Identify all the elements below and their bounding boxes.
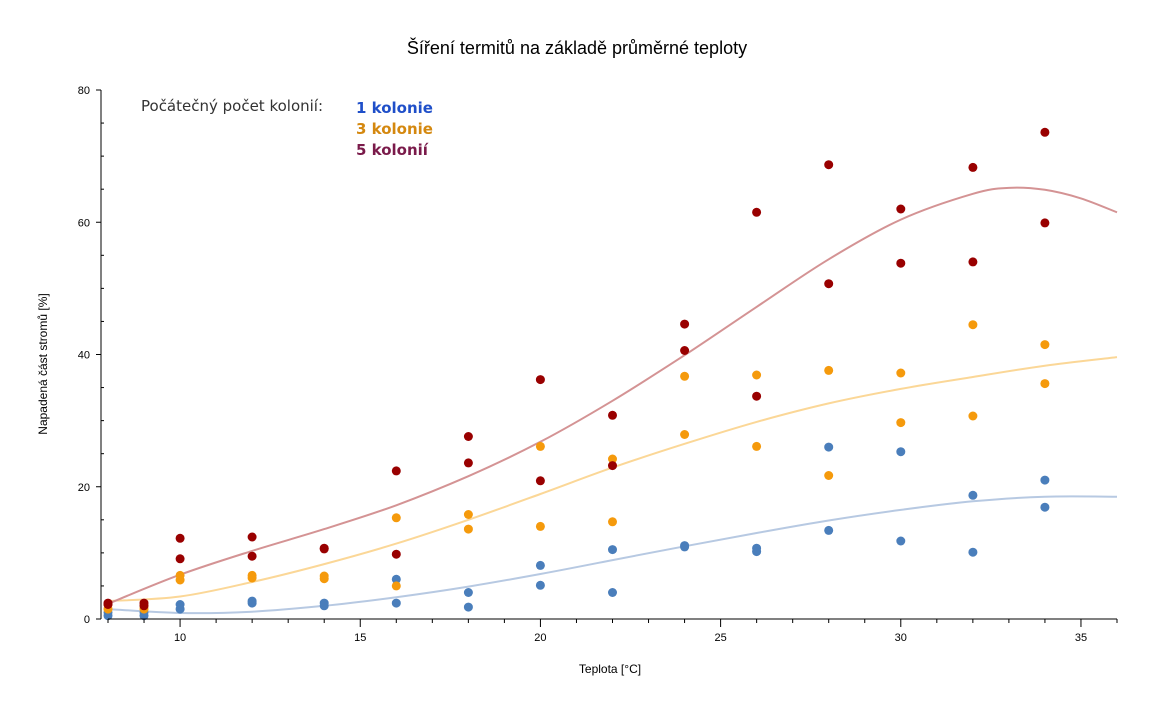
data-point-series-1 bbox=[535, 560, 545, 570]
x-tick-label: 30 bbox=[895, 632, 907, 644]
data-point-series-3 bbox=[139, 598, 149, 608]
data-point-series-1 bbox=[175, 600, 185, 609]
data-point-series-1 bbox=[535, 580, 545, 590]
trend-line-3 bbox=[107, 186, 1118, 605]
data-point-series-2 bbox=[680, 371, 690, 381]
trend-line-2 bbox=[107, 356, 1118, 603]
data-point-series-1 bbox=[1040, 475, 1050, 485]
legend-entry: 5 kolonií bbox=[356, 141, 429, 159]
data-point-series-1 bbox=[463, 588, 473, 597]
data-point-series-2 bbox=[247, 570, 257, 580]
y-tick-label: 20 bbox=[78, 482, 90, 494]
data-point-series-3 bbox=[680, 319, 690, 329]
data-point-series-2 bbox=[968, 320, 978, 330]
data-point-series-1 bbox=[608, 545, 617, 555]
data-point-series-3 bbox=[968, 162, 978, 172]
data-point-series-1 bbox=[247, 596, 257, 606]
data-point-series-2 bbox=[391, 513, 401, 523]
legend-entry: 3 kolonie bbox=[356, 120, 433, 138]
data-point-series-3 bbox=[896, 204, 906, 214]
data-point-series-3 bbox=[896, 258, 906, 268]
data-point-series-1 bbox=[391, 574, 401, 584]
data-point-series-3 bbox=[103, 598, 113, 608]
x-tick-label: 25 bbox=[714, 632, 726, 644]
data-point-series-2 bbox=[391, 581, 401, 591]
data-point-series-3 bbox=[608, 410, 617, 420]
data-point-series-1 bbox=[824, 442, 834, 452]
trend-line-1 bbox=[107, 495, 1118, 615]
data-point-series-1 bbox=[896, 536, 906, 546]
data-point-series-3 bbox=[247, 551, 257, 561]
data-point-series-1 bbox=[608, 588, 617, 597]
chart-title: Šíření termitů na základě průměrné teplo… bbox=[407, 37, 747, 58]
data-point-series-2 bbox=[463, 524, 473, 534]
y-tick-label: 80 bbox=[78, 85, 90, 97]
legend-title: Počátečný počet kolonií: bbox=[141, 97, 323, 115]
data-point-series-3 bbox=[391, 549, 401, 559]
legend-entries: 1 kolonie 3 kolonie 5 kolonií bbox=[356, 99, 433, 159]
data-point-series-3 bbox=[463, 458, 473, 468]
legend: Počátečný počet kolonií: 1 kolonie 3 kolo… bbox=[141, 97, 433, 159]
data-point-series-1 bbox=[319, 598, 329, 608]
data-point-series-3 bbox=[319, 543, 329, 553]
y-tick-label: 60 bbox=[78, 217, 90, 229]
data-point-series-1 bbox=[968, 547, 978, 557]
legend-entry: 1 kolonie bbox=[356, 99, 433, 117]
y-tick-label: 0 bbox=[84, 614, 90, 626]
y-axis-label: Napadená část stromů [%] bbox=[36, 293, 50, 434]
data-point-series-2 bbox=[608, 517, 617, 527]
data-point-series-2 bbox=[535, 441, 545, 451]
data-point-series-2 bbox=[824, 471, 834, 480]
data-point-series-2 bbox=[463, 510, 473, 519]
data-point-series-2 bbox=[968, 411, 978, 421]
data-point-series-1 bbox=[752, 543, 762, 553]
data-point-series-3 bbox=[391, 466, 401, 476]
data-point-series-3 bbox=[608, 461, 617, 471]
data-point-series-3 bbox=[968, 257, 978, 267]
data-point-series-3 bbox=[175, 533, 185, 543]
data-point-series-3 bbox=[1040, 127, 1050, 137]
data-point-series-3 bbox=[535, 476, 545, 486]
x-axis-label: Teplota [°C] bbox=[579, 662, 641, 676]
data-point-series-3 bbox=[1040, 218, 1050, 228]
data-point-series-2 bbox=[535, 521, 545, 531]
data-point-series-3 bbox=[824, 160, 834, 170]
data-point-series-1 bbox=[1040, 502, 1050, 512]
data-point-series-3 bbox=[535, 375, 545, 385]
data-point-series-1 bbox=[968, 490, 978, 500]
data-point-series-2 bbox=[896, 418, 906, 428]
data-point-series-2 bbox=[608, 454, 617, 464]
x-tick-label: 20 bbox=[534, 632, 546, 644]
x-tick-label: 35 bbox=[1075, 632, 1087, 644]
x-tick-label: 10 bbox=[174, 632, 186, 644]
data-point-series-2 bbox=[896, 368, 906, 378]
x-tick-label: 15 bbox=[354, 632, 366, 644]
data-point-series-1 bbox=[463, 602, 473, 612]
data-point-series-2 bbox=[1040, 379, 1050, 389]
data-point-series-1 bbox=[680, 541, 690, 551]
data-point-series-3 bbox=[175, 554, 185, 564]
data-points bbox=[103, 127, 1050, 621]
data-point-series-3 bbox=[463, 432, 473, 441]
data-point-series-1 bbox=[824, 525, 834, 535]
data-point-series-3 bbox=[680, 346, 690, 355]
data-point-series-3 bbox=[247, 532, 257, 542]
data-point-series-1 bbox=[391, 598, 401, 608]
data-point-series-2 bbox=[175, 570, 185, 580]
data-point-series-3 bbox=[752, 391, 762, 401]
data-point-series-2 bbox=[824, 365, 834, 375]
data-point-series-2 bbox=[752, 370, 762, 380]
data-point-series-2 bbox=[752, 441, 762, 451]
data-point-series-3 bbox=[752, 207, 762, 217]
data-point-series-1 bbox=[896, 447, 906, 457]
axes: 10 15 20 25 30 35 0 20 40 60 80 bbox=[78, 85, 1118, 644]
data-point-series-3 bbox=[824, 279, 834, 289]
data-point-series-2 bbox=[1040, 340, 1050, 350]
data-point-series-2 bbox=[680, 430, 690, 439]
y-tick-label: 40 bbox=[78, 350, 90, 362]
data-point-series-2 bbox=[319, 571, 329, 581]
